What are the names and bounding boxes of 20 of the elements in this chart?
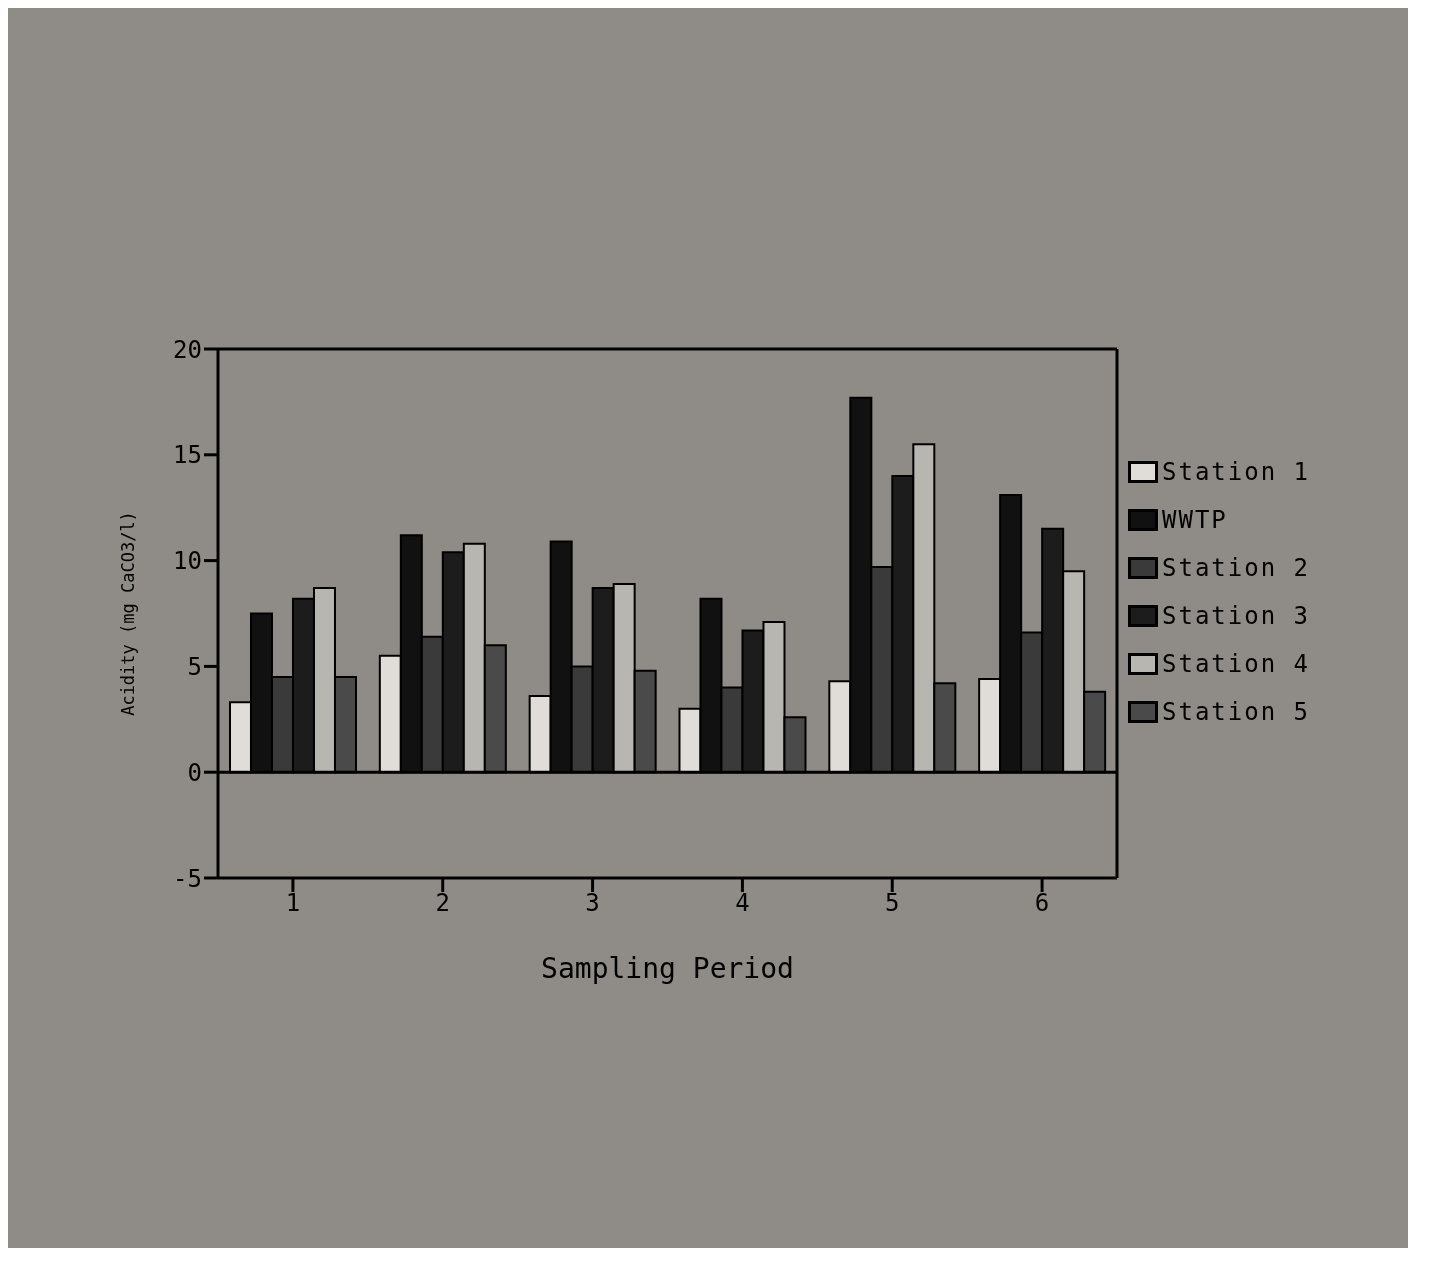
y-tick-label: 10	[173, 547, 202, 576]
legend-label: WWTP	[1162, 506, 1228, 534]
x-tick-label: 6	[1034, 889, 1050, 918]
x-tick-label: 2	[435, 889, 450, 918]
y-tick-label: 15	[173, 441, 202, 470]
legend-label: Station 5	[1162, 698, 1311, 726]
y-tick-label: 20	[173, 335, 202, 364]
legend-label: Station 4	[1162, 650, 1311, 678]
x-tick-label: 4	[735, 889, 750, 918]
x-axis-title: Sampling Period	[541, 952, 794, 985]
legend-label: Station 2	[1162, 554, 1311, 582]
legend-label: Station 3	[1162, 602, 1311, 630]
x-tick-label: 3	[585, 889, 600, 918]
y-tick-label: -5	[173, 864, 202, 893]
legend-label: Station 1	[1162, 458, 1311, 486]
y-axis-title: Acidity (mg CaCO3/l)	[118, 511, 139, 716]
x-tick-label: 5	[885, 889, 900, 918]
y-tick-label: 5	[187, 652, 202, 681]
x-tick-label: 1	[285, 889, 301, 918]
y-tick-label: 0	[187, 758, 202, 787]
